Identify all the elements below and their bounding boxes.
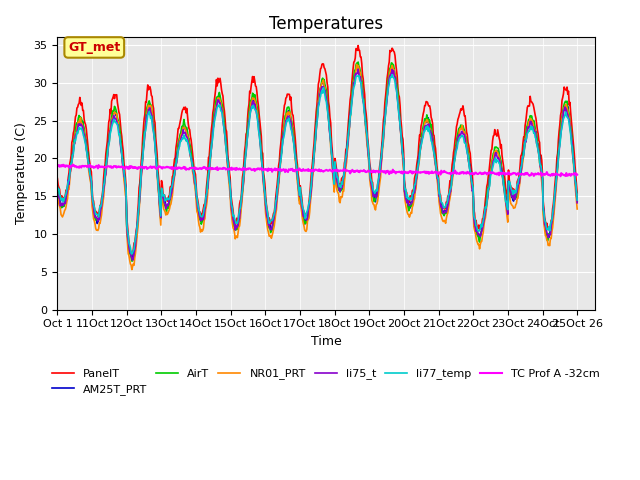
AM25T_PRT (397, 128, 404, 133)
li75_t (197, 218, 205, 224)
AirT (355, 59, 362, 65)
AirT (54, 185, 61, 191)
AM25T_PRT (573, 198, 581, 204)
PanelT (116, 120, 124, 125)
Legend: PanelT, AM25T_PRT, AirT, NR01_PRT, li75_t, li77_temp, TC Prof A -32cm: PanelT, AM25T_PRT, AirT, NR01_PRT, li75_… (47, 364, 604, 399)
PanelT (170, 163, 178, 168)
PanelT (63, 188, 70, 193)
AM25T_PRT (128, 256, 136, 262)
NR01_PRT (397, 131, 404, 137)
li75_t (573, 200, 581, 205)
AirT (116, 131, 124, 137)
PanelT (397, 116, 404, 122)
li77_temp (128, 251, 136, 257)
PanelT (197, 215, 205, 220)
AM25T_PRT (382, 108, 390, 114)
AirT (197, 221, 205, 227)
AirT (63, 188, 70, 194)
TC Prof A -32cm (63, 163, 70, 169)
PanelT (128, 252, 136, 258)
TC Prof A -32cm (573, 172, 581, 178)
Title: Temperatures: Temperatures (269, 15, 383, 33)
AM25T_PRT (116, 137, 124, 143)
Y-axis label: Temperature (C): Temperature (C) (15, 122, 28, 224)
AirT (128, 258, 136, 264)
li75_t (54, 189, 61, 195)
NR01_PRT (197, 227, 205, 232)
li77_temp (397, 129, 404, 135)
TC Prof A -32cm (70, 162, 77, 168)
li77_temp (381, 117, 388, 123)
li75_t (382, 107, 390, 113)
li77_temp (54, 183, 61, 189)
li77_temp (573, 197, 581, 203)
li77_temp (197, 214, 205, 219)
AM25T_PRT (63, 194, 70, 200)
AM25T_PRT (197, 218, 205, 224)
AirT (170, 173, 178, 179)
Line: NR01_PRT: NR01_PRT (58, 64, 577, 270)
li77_temp (170, 174, 178, 180)
NR01_PRT (63, 199, 70, 204)
li75_t (170, 176, 178, 181)
Line: TC Prof A -32cm: TC Prof A -32cm (58, 165, 577, 176)
TC Prof A -32cm (117, 164, 125, 169)
AM25T_PRT (54, 185, 61, 191)
AM25T_PRT (170, 176, 178, 182)
Line: li77_temp: li77_temp (58, 75, 577, 254)
Text: GT_met: GT_met (68, 41, 120, 54)
NR01_PRT (128, 267, 136, 273)
li77_temp (116, 140, 124, 145)
li75_t (63, 191, 70, 197)
Line: AM25T_PRT: AM25T_PRT (58, 66, 577, 259)
PanelT (54, 176, 61, 181)
TC Prof A -32cm (197, 166, 205, 172)
NR01_PRT (54, 194, 61, 200)
li75_t (129, 257, 136, 263)
Line: AirT: AirT (58, 62, 577, 261)
NR01_PRT (116, 140, 124, 146)
TC Prof A -32cm (557, 173, 564, 179)
NR01_PRT (382, 108, 390, 114)
AirT (397, 128, 404, 134)
NR01_PRT (353, 61, 360, 67)
TC Prof A -32cm (54, 163, 61, 169)
TC Prof A -32cm (396, 169, 404, 175)
li77_temp (388, 72, 396, 78)
li75_t (397, 130, 404, 136)
TC Prof A -32cm (381, 168, 388, 174)
NR01_PRT (170, 180, 178, 186)
X-axis label: Time: Time (310, 335, 341, 348)
PanelT (573, 190, 581, 196)
AirT (382, 105, 390, 110)
Line: li75_t: li75_t (58, 69, 577, 260)
li75_t (355, 66, 362, 72)
AM25T_PRT (355, 63, 362, 69)
PanelT (382, 93, 390, 99)
Line: PanelT: PanelT (58, 46, 577, 255)
AirT (573, 198, 581, 204)
li77_temp (63, 187, 70, 192)
NR01_PRT (573, 206, 581, 212)
li75_t (116, 140, 124, 145)
PanelT (355, 43, 362, 48)
TC Prof A -32cm (170, 165, 178, 170)
